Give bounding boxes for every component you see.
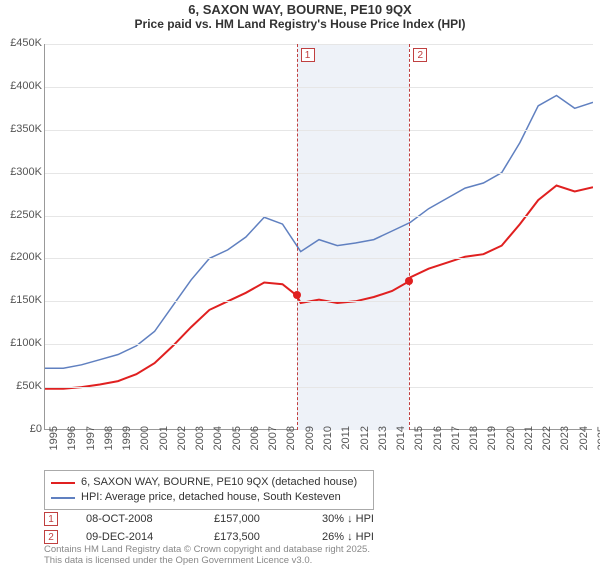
x-axis-label: 2016 — [432, 426, 444, 466]
marker-badge: 2 — [413, 48, 427, 62]
legend-row: HPI: Average price, detached house, Sout… — [51, 490, 367, 505]
x-axis-label: 2010 — [322, 426, 334, 466]
y-axis-label: £0 — [2, 423, 42, 435]
title-line-2: Price paid vs. HM Land Registry's House … — [0, 17, 600, 31]
legend-label: 6, SAXON WAY, BOURNE, PE10 9QX (detached… — [81, 475, 357, 490]
x-axis-label: 2015 — [413, 426, 425, 466]
x-axis-label: 2013 — [377, 426, 389, 466]
sale-date: 09-DEC-2014 — [86, 531, 186, 543]
x-axis-label: 2023 — [559, 426, 571, 466]
chart-area: 12 — [44, 44, 592, 430]
x-axis-label: 2003 — [194, 426, 206, 466]
marker-line — [409, 44, 410, 430]
series-hpi — [45, 96, 593, 369]
chart-lines-svg — [45, 44, 593, 430]
legend-swatch — [51, 497, 75, 499]
marker-line — [297, 44, 298, 430]
y-axis-label: £250K — [2, 209, 42, 221]
x-axis-label: 2008 — [285, 426, 297, 466]
y-axis-label: £450K — [2, 37, 42, 49]
sale-row: 1 08-OCT-2008 £157,000 30% ↓ HPI — [44, 510, 374, 528]
x-axis-label: 1997 — [85, 426, 97, 466]
footer-line-1: Contains HM Land Registry data © Crown c… — [44, 544, 370, 555]
sale-badge: 2 — [44, 530, 58, 544]
x-axis-label: 2007 — [267, 426, 279, 466]
title-block: 6, SAXON WAY, BOURNE, PE10 9QX Price pai… — [0, 0, 600, 31]
x-axis-label: 2014 — [395, 426, 407, 466]
x-axis-label: 2011 — [340, 426, 352, 466]
x-axis-label: 2024 — [578, 426, 590, 466]
y-axis-label: £200K — [2, 251, 42, 263]
legend-label: HPI: Average price, detached house, Sout… — [81, 490, 341, 505]
sale-badge: 1 — [44, 512, 58, 526]
x-axis-label: 2000 — [139, 426, 151, 466]
sale-delta: 26% ↓ HPI — [322, 531, 374, 543]
x-axis-label: 2025 — [596, 426, 600, 466]
gridline-h — [45, 173, 593, 174]
gridline-h — [45, 44, 593, 45]
x-axis-label: 2019 — [486, 426, 498, 466]
sale-price: £173,500 — [214, 531, 294, 543]
x-axis-label: 2012 — [359, 426, 371, 466]
gridline-h — [45, 258, 593, 259]
y-axis-label: £300K — [2, 166, 42, 178]
y-axis-label: £150K — [2, 294, 42, 306]
footer-line-2: This data is licensed under the Open Gov… — [44, 555, 370, 566]
sale-date: 08-OCT-2008 — [86, 513, 186, 525]
sale-price: £157,000 — [214, 513, 294, 525]
x-axis-label: 2001 — [158, 426, 170, 466]
chart-container: 6, SAXON WAY, BOURNE, PE10 9QX Price pai… — [0, 0, 600, 560]
legend-row: 6, SAXON WAY, BOURNE, PE10 9QX (detached… — [51, 475, 367, 490]
x-axis-label: 1995 — [48, 426, 60, 466]
y-axis-label: £400K — [2, 80, 42, 92]
gridline-h — [45, 301, 593, 302]
legend-box: 6, SAXON WAY, BOURNE, PE10 9QX (detached… — [44, 470, 374, 510]
x-axis-label: 2018 — [468, 426, 480, 466]
x-axis-label: 2006 — [249, 426, 261, 466]
x-axis-label: 1999 — [121, 426, 133, 466]
x-axis-label: 2004 — [212, 426, 224, 466]
footer: Contains HM Land Registry data © Crown c… — [44, 544, 370, 566]
y-axis-label: £350K — [2, 123, 42, 135]
gridline-h — [45, 344, 593, 345]
sales-table: 1 08-OCT-2008 £157,000 30% ↓ HPI 2 09-DEC-201… — [44, 510, 374, 546]
gridline-h — [45, 216, 593, 217]
x-axis-label: 2021 — [523, 426, 535, 466]
sale-delta: 30% ↓ HPI — [322, 513, 374, 525]
x-axis-label: 2020 — [505, 426, 517, 466]
x-axis-label: 1996 — [66, 426, 78, 466]
x-axis-label: 2022 — [541, 426, 553, 466]
gridline-h — [45, 130, 593, 131]
x-axis-label: 1998 — [103, 426, 115, 466]
gridline-h — [45, 387, 593, 388]
title-line-1: 6, SAXON WAY, BOURNE, PE10 9QX — [0, 2, 600, 17]
marker-dot — [293, 291, 301, 299]
x-axis-label: 2005 — [231, 426, 243, 466]
marker-badge: 1 — [301, 48, 315, 62]
gridline-h — [45, 87, 593, 88]
y-axis-label: £100K — [2, 337, 42, 349]
x-axis-label: 2002 — [176, 426, 188, 466]
x-axis-label: 2009 — [304, 426, 316, 466]
x-axis-label: 2017 — [450, 426, 462, 466]
legend-swatch — [51, 482, 75, 484]
y-axis-label: £50K — [2, 380, 42, 392]
